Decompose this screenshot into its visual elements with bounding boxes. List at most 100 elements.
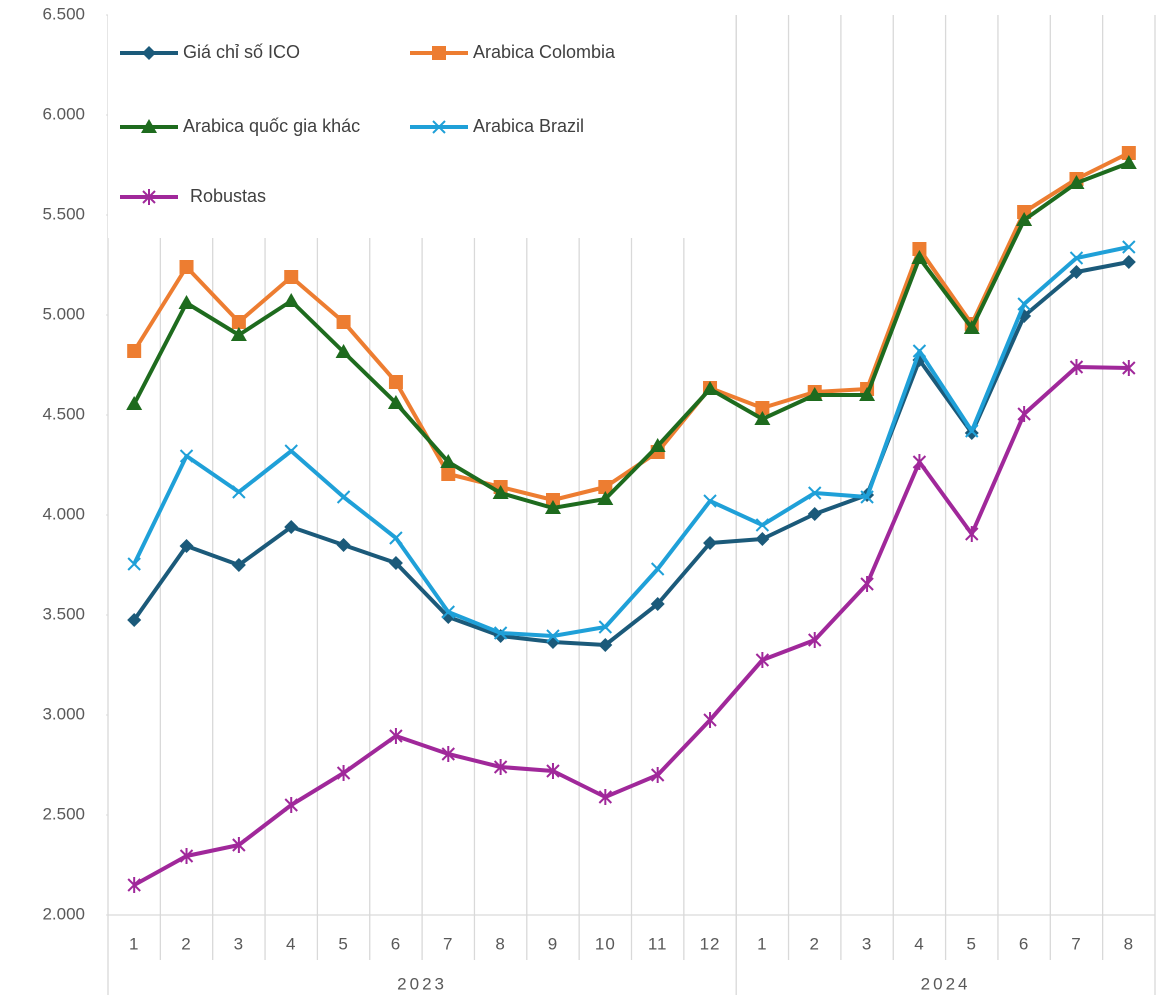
marker — [598, 480, 613, 494]
legend-label: Giá chỉ số ICO — [183, 42, 300, 62]
series-line — [133, 365, 1129, 887]
marker — [650, 597, 665, 611]
marker — [650, 767, 665, 783]
marker — [232, 485, 246, 499]
x-tick-label: 11 — [648, 934, 668, 953]
marker — [703, 494, 717, 508]
x-tick-label: 9 — [548, 934, 558, 953]
marker — [912, 344, 927, 358]
marker — [859, 387, 876, 401]
marker — [284, 270, 299, 284]
group-label: 2024 — [921, 974, 971, 993]
x-tick-label: 4 — [914, 934, 924, 953]
y-tick-label: 5.000 — [42, 304, 85, 323]
series-line — [132, 161, 1130, 510]
marker — [284, 444, 298, 458]
marker — [860, 490, 874, 504]
marker — [598, 638, 613, 652]
marker — [441, 746, 455, 762]
marker — [912, 242, 927, 256]
marker — [806, 387, 823, 401]
marker — [1069, 265, 1084, 279]
marker — [1121, 146, 1136, 160]
marker — [965, 424, 979, 438]
marker — [231, 558, 246, 572]
x-tick-label: 6 — [391, 934, 401, 953]
legend-marker — [432, 46, 446, 60]
marker — [336, 765, 351, 781]
marker — [1016, 212, 1033, 226]
marker — [702, 381, 719, 395]
x-tick-label: 1 — [129, 934, 139, 953]
marker — [336, 315, 351, 329]
marker — [1122, 240, 1136, 254]
marker — [965, 526, 979, 542]
y-tick-label: 4.000 — [42, 504, 85, 523]
marker — [963, 320, 980, 334]
y-tick-label: 3.500 — [42, 604, 85, 623]
marker — [440, 454, 457, 468]
legend-background — [108, 10, 698, 238]
marker — [388, 556, 403, 570]
marker — [126, 396, 143, 410]
marker — [335, 344, 352, 358]
marker — [650, 562, 665, 576]
x-tick-label: 6 — [1019, 934, 1029, 953]
y-tick-label: 2.500 — [42, 804, 85, 823]
marker — [127, 344, 142, 358]
legend-marker — [142, 189, 156, 205]
marker — [1068, 175, 1085, 189]
marker — [387, 395, 404, 409]
legend-label: Arabica Colombia — [473, 42, 616, 62]
y-tick-label: 4.500 — [42, 404, 85, 423]
y-tick-label: 5.500 — [42, 204, 85, 223]
legend-label: Arabica quốc gia khác — [183, 116, 360, 136]
marker — [231, 315, 246, 329]
marker — [389, 728, 403, 744]
group-label: 2023 — [397, 974, 447, 993]
marker — [1120, 155, 1137, 169]
marker — [441, 605, 455, 619]
marker — [127, 613, 142, 627]
marker — [232, 837, 246, 853]
marker — [336, 490, 351, 504]
marker — [179, 848, 194, 864]
marker — [754, 411, 771, 425]
marker — [1069, 359, 1084, 375]
x-tick-label: 4 — [286, 934, 296, 953]
x-tick-label: 2 — [809, 934, 819, 953]
marker — [912, 454, 927, 470]
marker — [911, 250, 928, 264]
marker — [546, 629, 560, 643]
legend-label: Robustas — [190, 186, 266, 206]
marker — [703, 536, 718, 550]
x-tick-label: 8 — [495, 934, 505, 953]
y-tick-label: 6.500 — [42, 4, 85, 23]
marker — [1017, 406, 1031, 422]
x-tick-label: 5 — [967, 934, 977, 953]
marker — [703, 712, 717, 728]
y-tick-label: 2.000 — [42, 904, 85, 923]
marker — [598, 789, 613, 805]
marker — [860, 576, 874, 592]
marker — [493, 759, 508, 775]
marker — [649, 438, 666, 452]
legend-marker — [142, 46, 156, 60]
marker — [284, 797, 298, 813]
marker — [755, 518, 770, 532]
marker — [284, 520, 299, 534]
marker — [336, 538, 351, 552]
marker — [178, 295, 195, 309]
x-tick-label: 2 — [181, 934, 191, 953]
x-tick-label: 3 — [234, 934, 244, 953]
marker — [544, 500, 561, 514]
x-tick-label: 3 — [862, 934, 872, 953]
x-tick-label: 1 — [757, 934, 767, 953]
series-line — [132, 245, 1130, 638]
marker — [179, 260, 194, 274]
legend-marker — [432, 120, 446, 134]
marker — [127, 557, 141, 571]
y-tick-label: 6.000 — [42, 104, 85, 123]
marker — [283, 293, 300, 307]
